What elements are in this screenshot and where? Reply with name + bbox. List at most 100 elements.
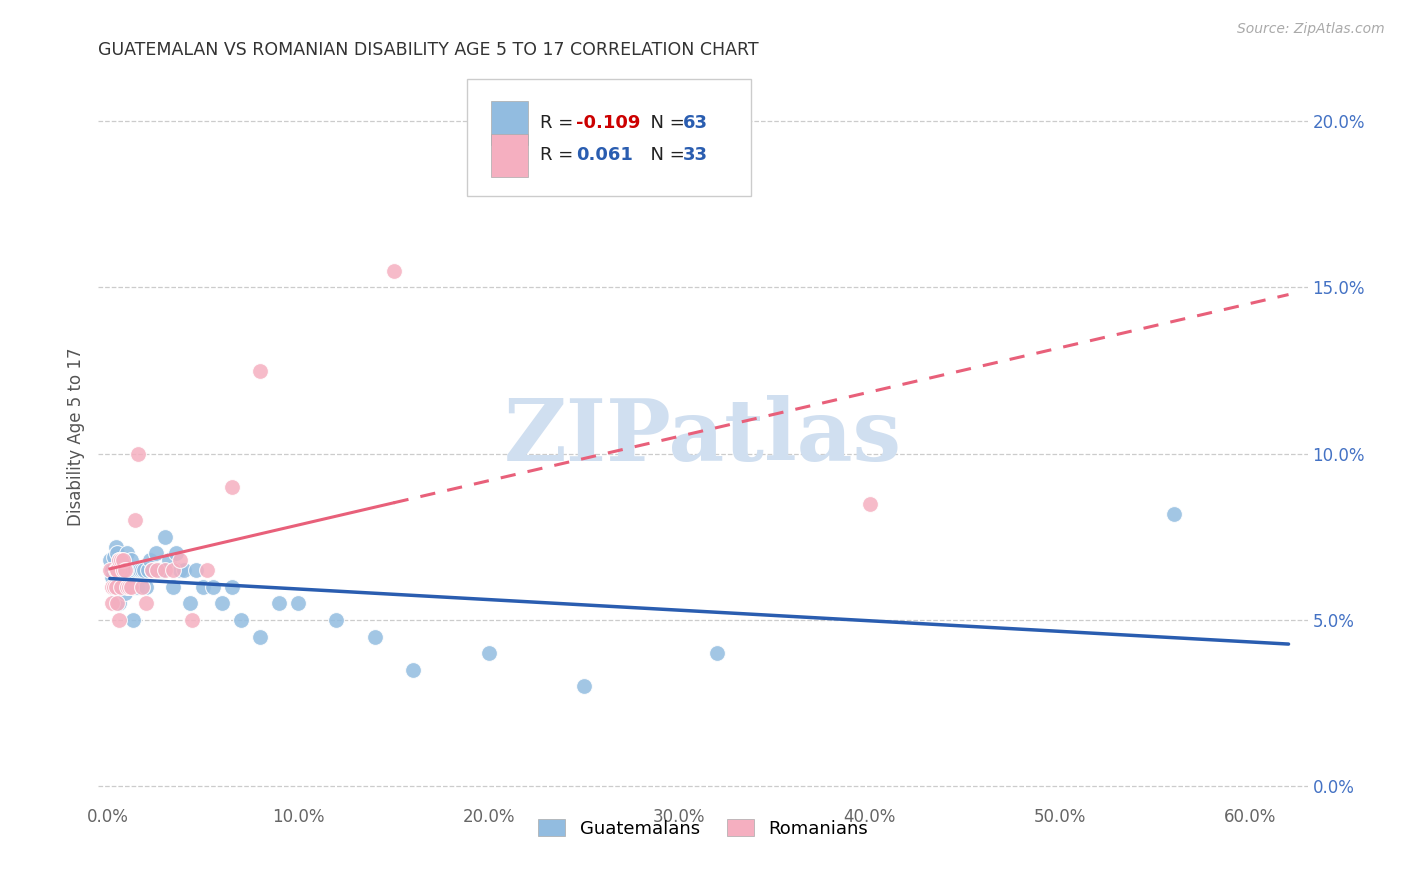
Romanians [108,553,131,567]
Guatemalans [179,596,201,610]
Guatemalans [139,553,162,567]
Guatemalans [100,570,122,584]
Guatemalans [124,563,146,577]
Text: GUATEMALAN VS ROMANIAN DISABILITY AGE 5 TO 17 CORRELATION CHART: GUATEMALAN VS ROMANIAN DISABILITY AGE 5 … [98,41,759,59]
Romanians [146,563,169,577]
Romanians [112,563,135,577]
Romanians [141,563,163,577]
Guatemalans [135,580,157,594]
Guatemalans [110,563,132,577]
Guatemalans [136,563,159,577]
Romanians [112,553,135,567]
Romanians [100,596,122,610]
Romanians [249,363,271,377]
Guatemalans [153,530,176,544]
Guatemalans [401,663,423,677]
Romanians [124,513,146,527]
Guatemalans [115,546,138,560]
Guatemalans [173,563,195,577]
Guatemalans [120,553,142,567]
Guatemalans [146,563,169,577]
Guatemalans [114,586,136,600]
Guatemalans [112,553,135,567]
Romanians [100,580,122,594]
Legend: Guatemalans, Romanians: Guatemalans, Romanians [531,813,875,845]
Guatemalans [129,563,152,577]
Text: R =: R = [540,146,585,164]
Romanians [180,613,202,627]
Romanians [115,580,138,594]
Guatemalans [169,563,191,577]
Guatemalans [478,646,501,660]
Text: -0.109: -0.109 [576,113,640,131]
Guatemalans [249,630,271,644]
Guatemalans [1163,507,1185,521]
Romanians [103,580,125,594]
Bar [492,101,527,145]
Text: Source: ZipAtlas.com: Source: ZipAtlas.com [1237,22,1385,37]
Text: 33: 33 [682,146,707,164]
Guatemalans [150,563,173,577]
Guatemalans [118,580,141,594]
Romanians [153,563,176,577]
Romanians [195,563,218,577]
Text: N =: N = [638,146,690,164]
Guatemalans [141,563,163,577]
Romanians [98,563,121,577]
Guatemalans [325,613,347,627]
Romanians [118,580,141,594]
Text: 63: 63 [682,113,707,131]
Guatemalans [131,563,153,577]
Romanians [107,596,129,610]
Guatemalans [98,553,121,567]
Guatemalans [134,563,156,577]
Romanians [114,563,136,577]
Guatemalans [118,563,141,577]
Text: 0.061: 0.061 [576,146,633,164]
Y-axis label: Disability Age 5 to 17: Disability Age 5 to 17 [67,348,86,526]
Guatemalans [121,580,143,594]
Guatemalans [363,630,385,644]
Romanians [110,553,132,567]
Guatemalans [103,549,125,564]
Guatemalans [103,580,125,594]
Text: ZIPatlas: ZIPatlas [503,395,903,479]
Guatemalans [162,580,184,594]
Guatemalans [100,563,122,577]
Romanians [107,563,129,577]
Guatemalans [107,546,129,560]
Guatemalans [201,580,224,594]
Guatemalans [287,596,309,610]
Guatemalans [114,563,136,577]
Romanians [169,553,191,567]
Guatemalans [107,586,129,600]
Guatemalans [157,553,180,567]
Romanians [127,447,149,461]
Romanians [162,563,184,577]
Guatemalans [231,613,253,627]
Romanians [104,580,127,594]
Guatemalans [112,573,135,587]
Guatemalans [706,646,728,660]
Guatemalans [108,553,131,567]
Guatemalans [110,580,132,594]
Text: N =: N = [638,113,690,131]
Guatemalans [120,573,142,587]
Romanians [135,596,157,610]
Guatemalans [191,580,214,594]
Romanians [131,580,153,594]
Guatemalans [107,563,129,577]
Romanians [104,563,127,577]
Guatemalans [104,540,127,554]
Guatemalans [108,573,131,587]
Guatemalans [221,580,243,594]
Guatemalans [104,580,127,594]
Guatemalans [145,546,167,560]
Bar [492,134,527,178]
Romanians [110,580,132,594]
FancyBboxPatch shape [467,78,751,195]
Guatemalans [166,546,188,560]
Romanians [221,480,243,494]
Guatemalans [184,563,207,577]
Romanians [382,264,405,278]
